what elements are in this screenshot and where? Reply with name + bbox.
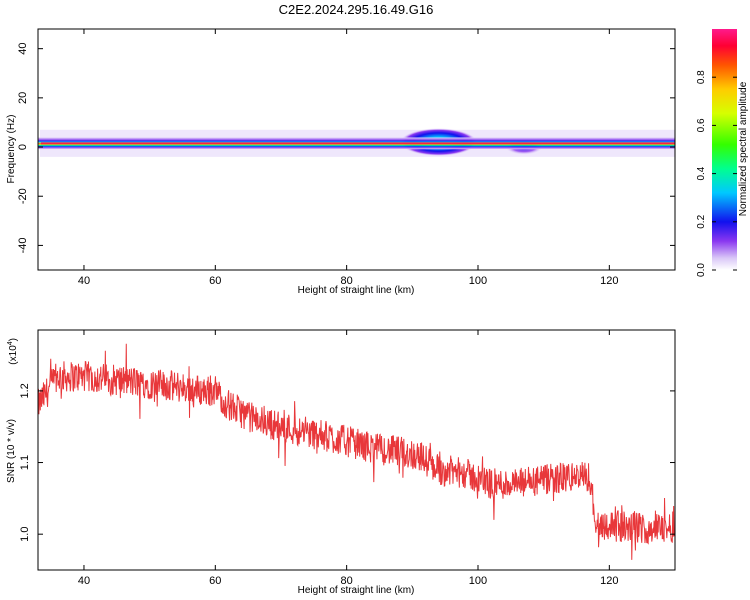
spectrogram-x-ticks: 40 60 80 100 120: [78, 29, 619, 287]
y-tick-label: 1.2: [19, 383, 31, 398]
colorbar-tick-label: 0.4: [696, 166, 707, 180]
x-tick-label: 100: [469, 275, 487, 287]
snr-series-line: [38, 343, 675, 560]
x-tick-label: 80: [341, 575, 353, 587]
y-tick-label: 40: [17, 43, 29, 55]
spectrogram-x-axis-label: Height of straight line (km): [298, 285, 415, 296]
spectral-band: [38, 128, 675, 157]
spectrogram-plot-area: [38, 128, 675, 157]
snr-y-ticks: 1.0 1.1 1.2: [19, 383, 675, 542]
colorbar-tick-label: 0.8: [696, 70, 707, 84]
y-tick-label: 1.1: [19, 455, 31, 470]
y-tick-label: 20: [17, 92, 29, 104]
x-tick-label: 80: [341, 275, 353, 287]
spectrogram-panel: 40 60 80 100 120 -40 -20 0 20 40 Height of strai…: [6, 28, 676, 296]
snr-x-axis-label: Height of straight line (km): [298, 585, 415, 596]
x-tick-label: 40: [78, 575, 90, 587]
colorbar-label: Normalized spectral amplitude: [738, 81, 749, 216]
x-tick-label: 120: [600, 275, 618, 287]
x-tick-label: 100: [469, 575, 487, 587]
snr-plot-area: [38, 343, 675, 560]
y-tick-label: -40: [17, 237, 29, 253]
chart-title: C2E2.2024.295.16.49.G16: [279, 2, 434, 17]
x-tick-label: 60: [209, 275, 221, 287]
snr-y-multiplier-exponent: 4: [7, 341, 14, 345]
x-tick-label: 60: [209, 575, 221, 587]
snr-panel: 40 60 80 100 120 1.0 1.1 1.2 Height of straigh…: [6, 329, 676, 596]
y-tick-label: -20: [17, 188, 29, 204]
band-peak: [41, 142, 675, 145]
colorbar-tick-label: 0.0: [696, 263, 707, 277]
colorbar-ticks: 0.0 0.2 0.4 0.6 0.8: [696, 70, 737, 277]
colorbar-tick-label: 0.6: [696, 118, 707, 132]
spectrogram-y-axis-label: Frequency (Hz): [6, 115, 17, 184]
y-tick-label: 0: [17, 144, 29, 150]
colorbar: 0.0 0.2 0.4 0.6 0.8 Normalized spectral ampl…: [696, 29, 749, 277]
svg-text:(x104): (x104): [7, 338, 19, 365]
x-tick-label: 120: [600, 575, 618, 587]
snr-y-multiplier-base: (x10: [8, 345, 19, 365]
spectrogram-frame: [37, 28, 676, 271]
colorbar-gradient: [712, 29, 737, 270]
y-tick-label: 1.0: [19, 527, 31, 542]
x-tick-label: 40: [78, 275, 90, 287]
snr-x-ticks: 40 60 80 100 120: [78, 330, 619, 587]
colorbar-tick-label: 0.2: [696, 214, 707, 228]
snr-frame: [37, 329, 676, 571]
snr-y-axis-label: SNR (10 * v/v): [6, 419, 17, 483]
snr-y-multiplier: (x104): [7, 338, 19, 365]
spectrogram-y-ticks: -40 -20 0 20 40: [17, 43, 675, 253]
